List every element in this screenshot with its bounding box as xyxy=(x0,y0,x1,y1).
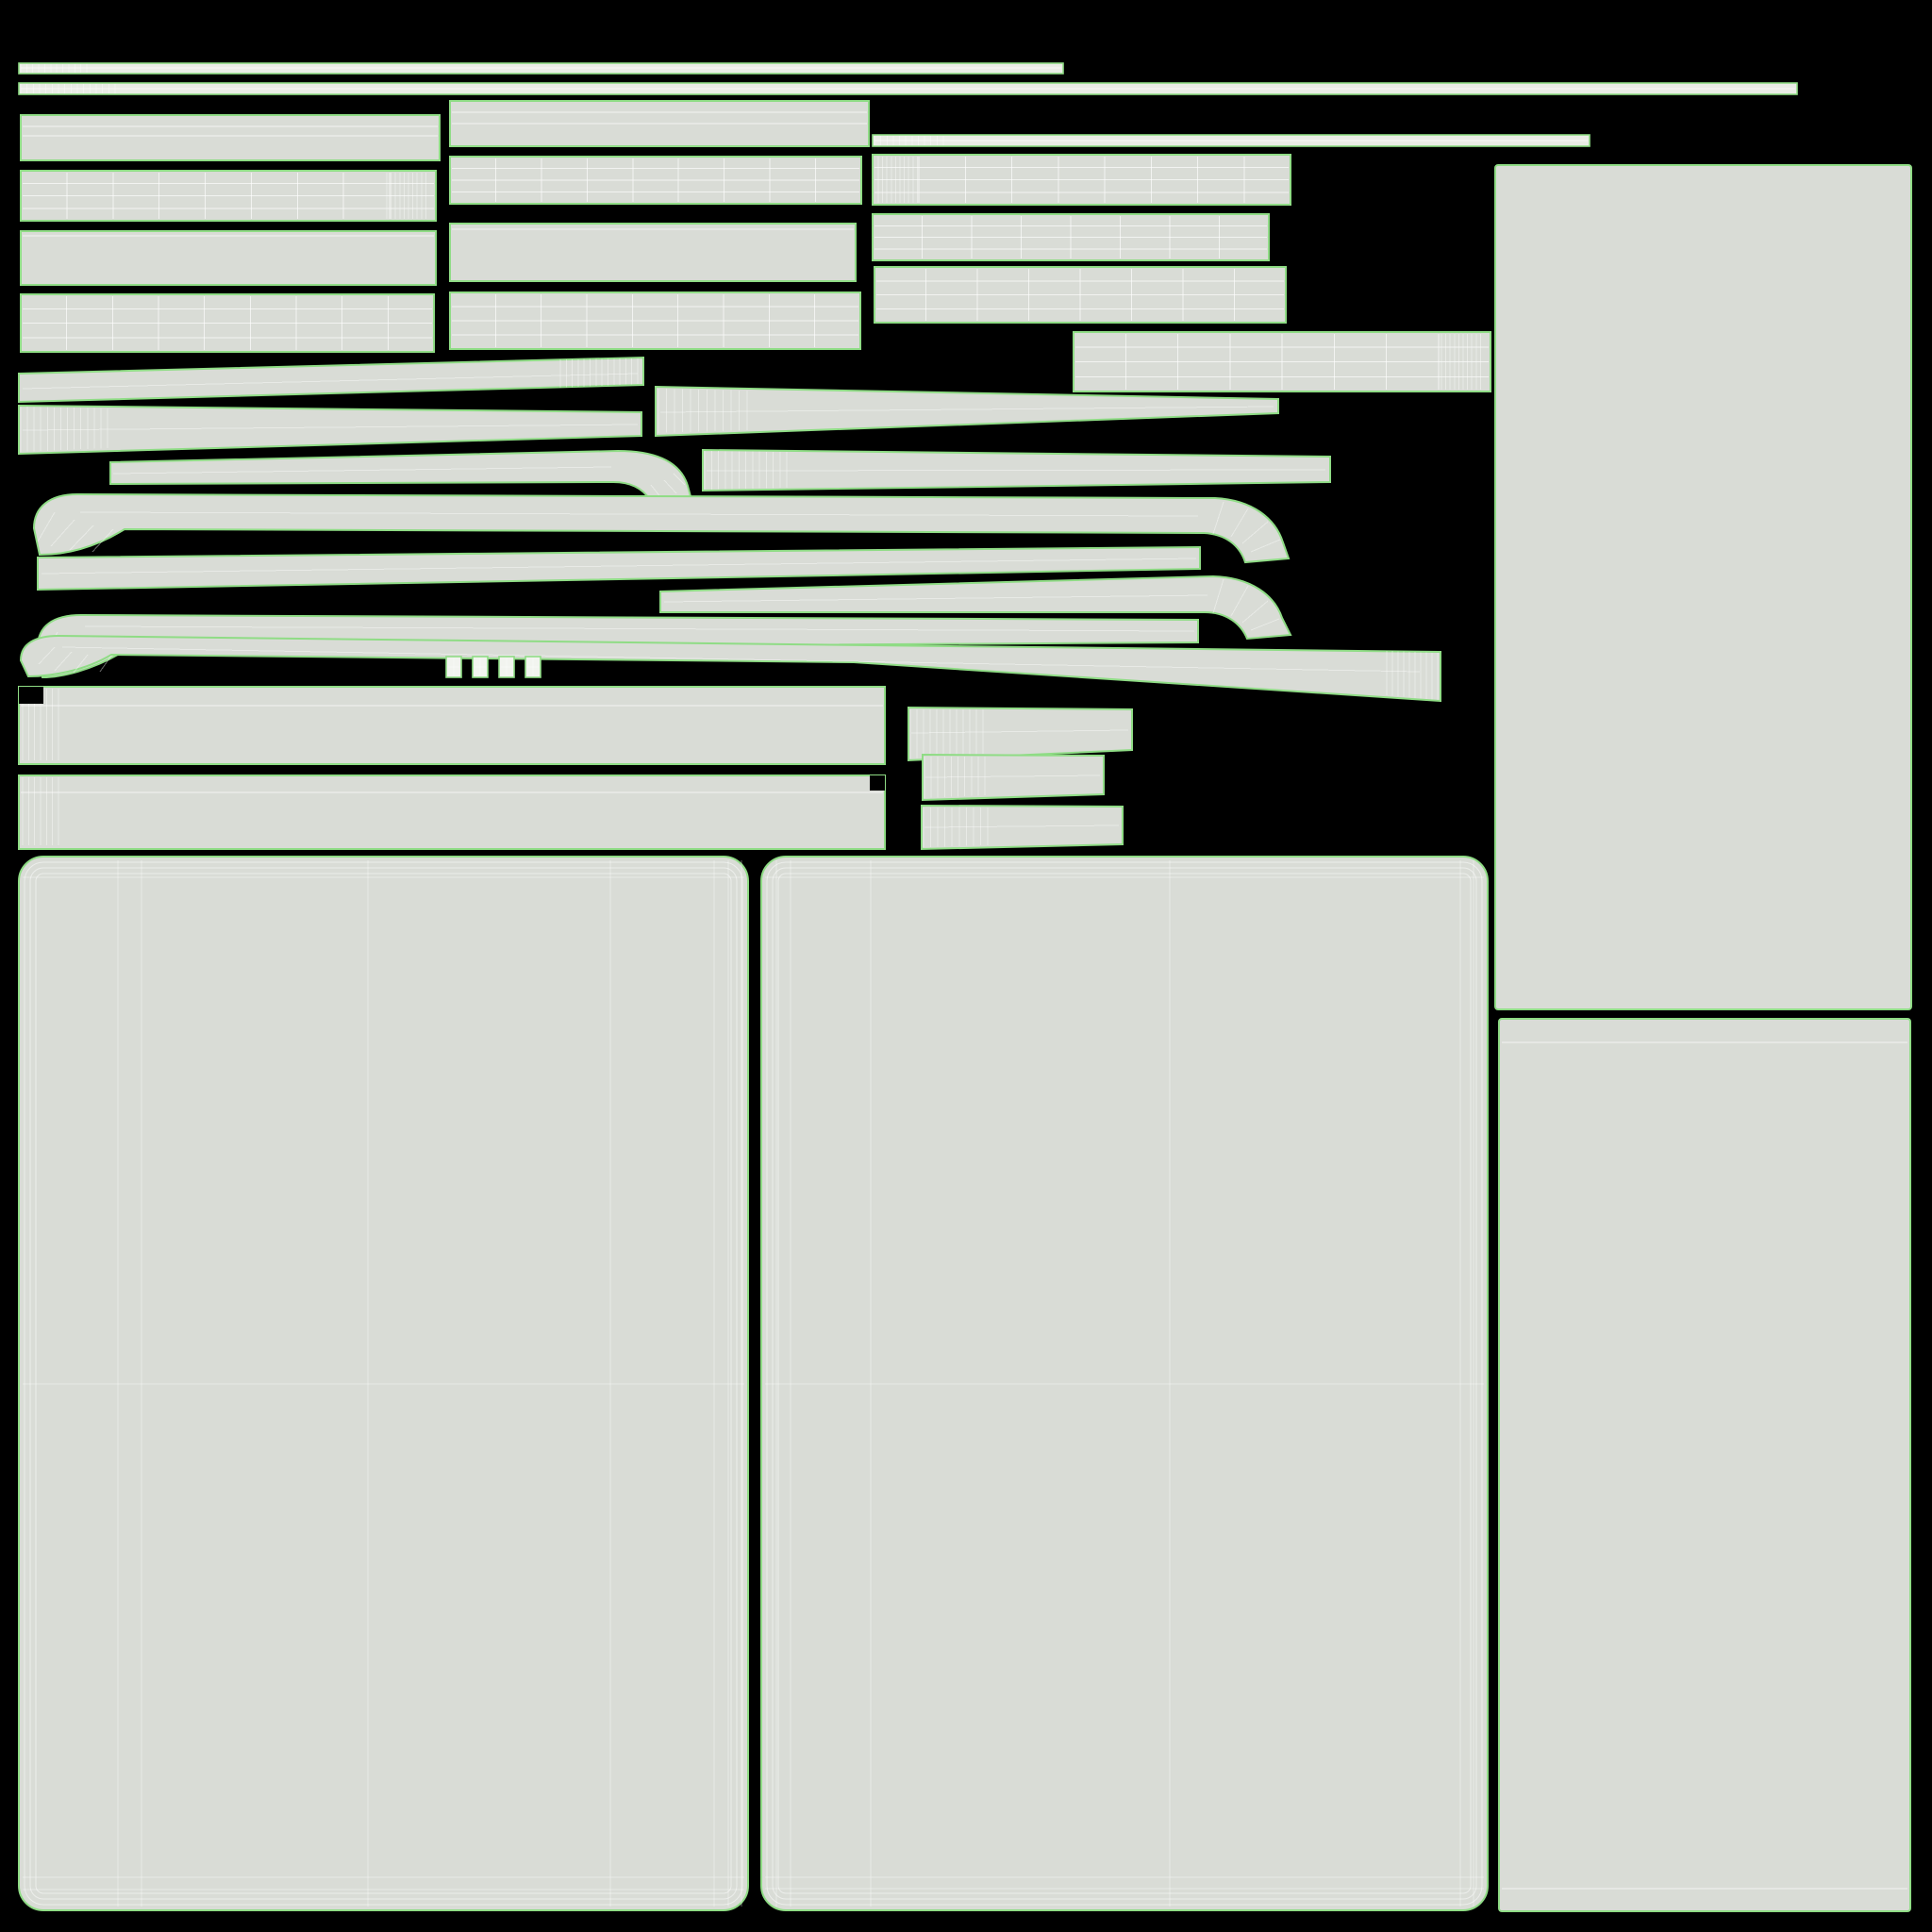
panel-bottom-middle-edge-loop xyxy=(772,867,1477,1900)
small-square-2 xyxy=(472,656,489,678)
rect-col1-row1 xyxy=(20,114,441,161)
panel-bottom-middle-edge-loop xyxy=(766,861,1483,1906)
panel-bottom-left-edge-loop xyxy=(29,867,738,1900)
panel-bottom-middle xyxy=(760,856,1489,1911)
trim-strip-3 xyxy=(18,404,642,456)
rect-col2-row3 xyxy=(449,223,857,282)
small-square-1 xyxy=(445,656,462,678)
panel-bottom-middle-edge-loop xyxy=(777,873,1472,1894)
wide-bar-1 xyxy=(18,686,886,765)
rect-col1-row3 xyxy=(20,230,437,286)
frame-hook-top xyxy=(32,492,1291,564)
side-strip-2 xyxy=(922,753,1105,802)
panel-bottom-left-edge-loop xyxy=(24,861,743,1906)
panel-bottom-left-edge-loop xyxy=(35,873,732,1894)
wide-bar-2-notch xyxy=(870,775,885,791)
side-strip-1 xyxy=(908,706,1133,762)
frame-hook-right xyxy=(659,575,1292,641)
panel-bottom-left xyxy=(18,856,749,1911)
trim-strip-1 xyxy=(18,356,644,404)
trim-strip-2 xyxy=(655,385,1279,438)
trim-pill-strip xyxy=(109,449,693,501)
wide-bar-1-notch xyxy=(19,687,43,704)
panel-right-bottom xyxy=(1498,1018,1911,1912)
panel-right-top xyxy=(1494,164,1912,1010)
small-square-4 xyxy=(525,656,541,678)
side-strip-3 xyxy=(921,804,1124,851)
wide-bar-2 xyxy=(18,774,886,850)
small-square-3 xyxy=(498,656,515,678)
trim-strip-4 xyxy=(702,448,1331,492)
trim-strip-mid xyxy=(37,545,1201,591)
